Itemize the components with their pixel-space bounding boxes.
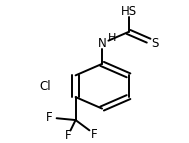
Text: S: S <box>151 37 159 50</box>
Text: F: F <box>46 111 53 124</box>
Text: HS: HS <box>120 5 137 18</box>
Text: H: H <box>108 33 117 43</box>
Text: F: F <box>65 129 71 142</box>
Text: N: N <box>98 37 106 50</box>
Text: F: F <box>91 128 98 141</box>
Text: Cl: Cl <box>40 80 51 93</box>
